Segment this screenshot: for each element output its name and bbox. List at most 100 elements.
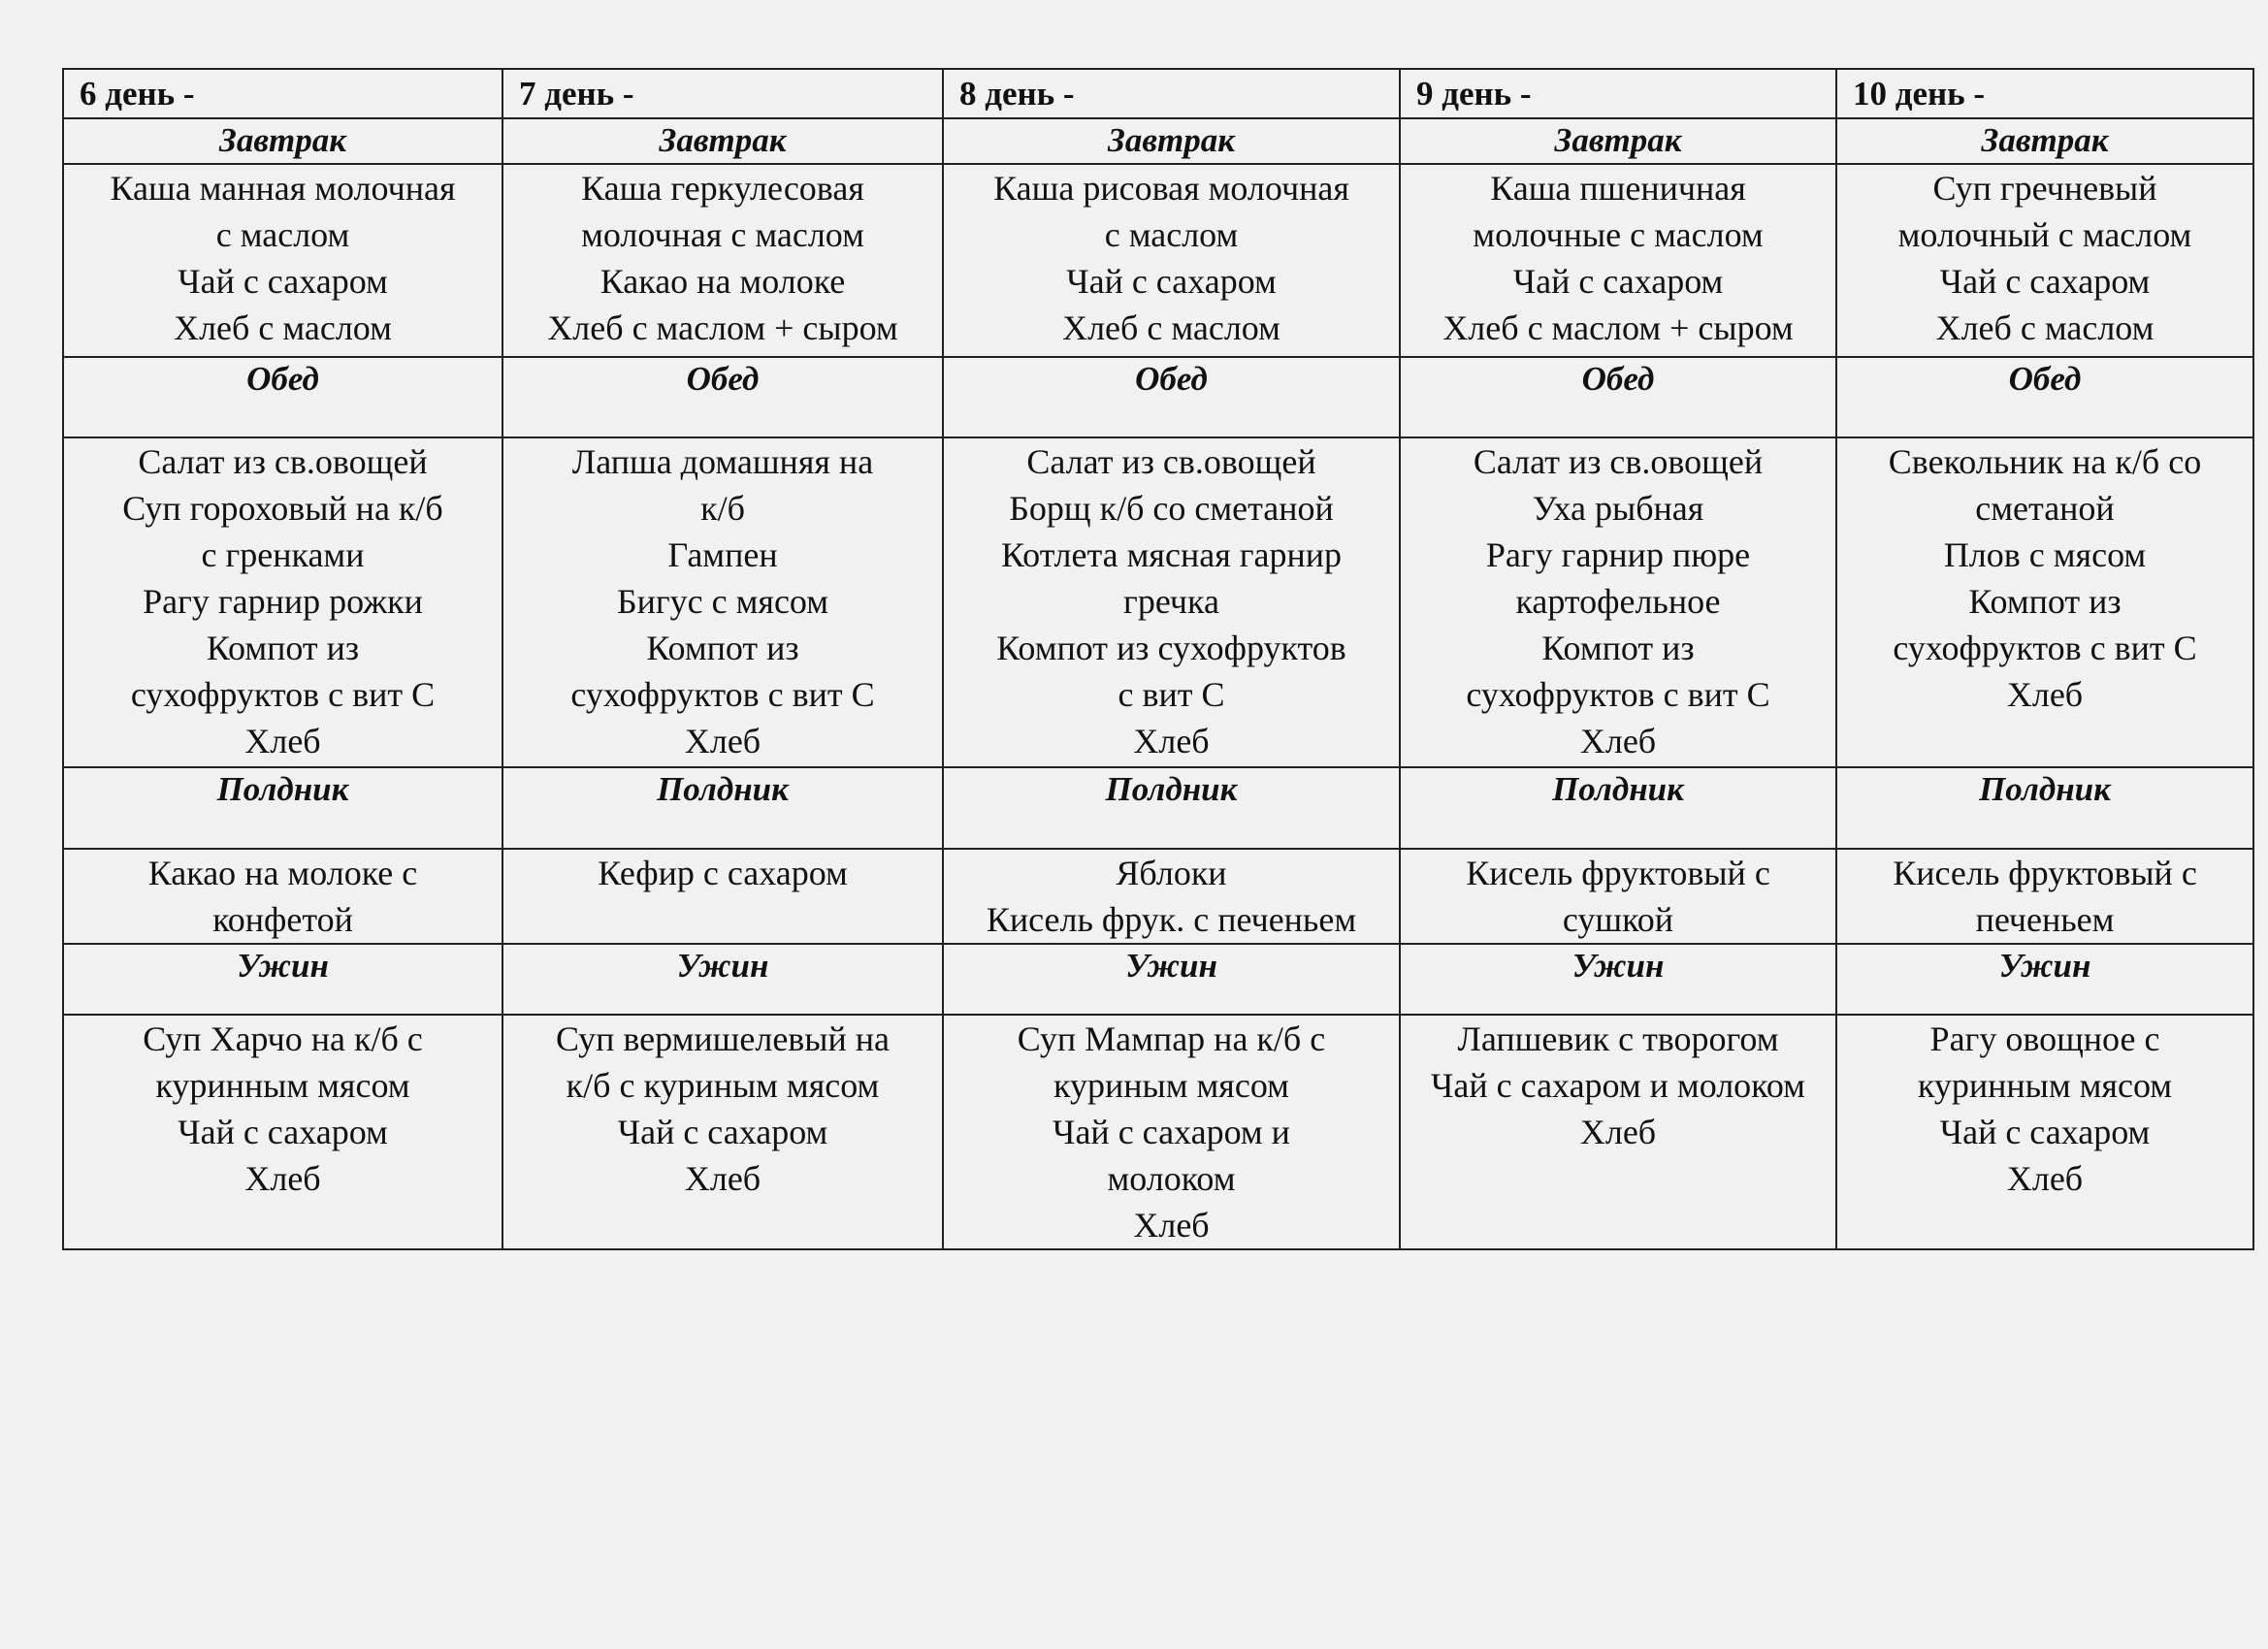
day-title: 7 день - xyxy=(502,68,944,119)
menu-item-line: молоком xyxy=(1107,1159,1236,1198)
menu-item-line: Каша геркулесовая xyxy=(581,169,864,208)
menu-item-line: Суп Харчо на к/б с xyxy=(143,1019,423,1058)
dinner-items: Суп вермишелевый на к/б с куриным мясом Ча… xyxy=(502,1014,944,1250)
menu-item-line: Суп Мампар на к/б с xyxy=(1017,1019,1326,1058)
dinner-heading: Ужин xyxy=(62,943,503,1016)
lunch-items: Салат из св.овощей Борщ к/б со сметаной Ко… xyxy=(942,436,1401,768)
breakfast-heading: Завтрак xyxy=(942,117,1401,165)
lunch-row: Обед Обед Обед Обед Обед xyxy=(62,356,2254,438)
breakfast-heading: Завтрак xyxy=(502,117,944,165)
menu-item-line: Рагу овощное с xyxy=(1929,1019,2160,1058)
breakfast-items: Каша геркулесовая молочная с маслом Какао … xyxy=(502,163,944,358)
menu-item-line: Хлеб xyxy=(244,722,321,760)
snack-items: Кисель фруктовый с печеньем xyxy=(1835,848,2254,945)
snack-items: Кисель фруктовый с сушкой xyxy=(1399,848,1837,945)
menu-item-line: Компот из xyxy=(206,629,360,667)
menu-item-line: Борщ к/б со сметаной xyxy=(1009,489,1334,528)
menu-item-line: Компот из xyxy=(1541,629,1695,667)
menu-item-line: куринным мясом xyxy=(1917,1066,2173,1105)
menu-item-line: Чай с сахаром xyxy=(178,1113,388,1151)
menu-item-line: молочная с маслом xyxy=(581,215,864,254)
menu-item-line: Котлета мясная гарнир xyxy=(1000,535,1343,574)
menu-item-line: Лапша домашняя на xyxy=(571,442,874,481)
menu-item-line: куриным мясом xyxy=(1053,1066,1289,1105)
breakfast-heading: Завтрак xyxy=(62,117,503,165)
menu-item-line: картофельное xyxy=(1515,582,1721,621)
menu-item-line: Каша манная молочная xyxy=(110,169,456,208)
menu-item-line: Хлеб xyxy=(684,1159,761,1198)
menu-item-line: Хлеб xyxy=(2006,675,2084,714)
menu-item-line: Чай с сахаром xyxy=(617,1113,828,1151)
menu-item-line: Хлеб xyxy=(1579,1113,1657,1151)
menu-item-line: Бигус с мясом xyxy=(616,582,829,621)
menu-item-line: Хлеб xyxy=(1133,1206,1210,1245)
menu-item-line: Компот из xyxy=(646,629,799,667)
breakfast-heading: Завтрак xyxy=(1835,117,2254,165)
snack-items: Кефир с сахаром xyxy=(502,848,944,945)
menu-item-line: Плов с мясом xyxy=(1943,535,2147,574)
menu-item-line: с маслом xyxy=(1104,215,1239,254)
menu-item-line: Суп вермишелевый на xyxy=(556,1019,890,1058)
snack-row: Полдник Полдник Полдник Полдник Полдник xyxy=(62,766,2254,850)
dinner-heading: Ужин xyxy=(502,943,944,1016)
menu-item-line: Чай с сахаром xyxy=(1066,262,1277,301)
menu-item-line: Кисель фрук. с печеньем xyxy=(986,900,1357,939)
menu-item-line: молочный с маслом xyxy=(1897,215,2192,254)
menu-item-line: Суп гречневый xyxy=(1932,169,2157,208)
breakfast-items: Суп гречневый молочный с маслом Чай с саха… xyxy=(1835,163,2254,358)
menu-item-line: сухофруктов с вит С xyxy=(1893,629,2197,667)
dinner-items: Суп Харчо на к/б с куринным мясом Чай с са… xyxy=(62,1014,503,1250)
menu-item-line: с маслом xyxy=(215,215,350,254)
menu-item-line: Чай с сахаром xyxy=(1939,1113,2151,1151)
menu-item-line: Чай с сахаром xyxy=(178,262,388,301)
breakfast-items: Каша манная молочная с маслом Чай с сахаро… xyxy=(62,163,503,358)
lunch-items: Лапша домашняя на к/б Гампен Бигус с мясом К… xyxy=(502,436,944,768)
menu-item-line: Хлеб с маслом xyxy=(1935,308,2155,347)
lunch-heading: Обед xyxy=(62,356,503,438)
menu-item-line: сметаной xyxy=(1975,489,2115,528)
day-title: 9 день - xyxy=(1399,68,1837,119)
breakfast-heading: Завтрак xyxy=(1399,117,1837,165)
menu-item-line: конфетой xyxy=(212,900,353,939)
menu-item-line: Суп гороховый на к/б xyxy=(122,489,443,528)
menu-item-line: Компот из сухофруктов xyxy=(996,629,1346,667)
menu-item-line: Каша пшеничная xyxy=(1490,169,1746,208)
breakfast-row: Завтрак Завтрак Завтрак Завтрак Завтрак xyxy=(62,117,2254,165)
snack-heading: Полдник xyxy=(942,766,1401,850)
menu-item-line: Хлеб с маслом + сыром xyxy=(1442,308,1794,347)
menu-item-line: Лапшевик с творогом xyxy=(1457,1019,1779,1058)
menu-item-line: гречка xyxy=(1123,582,1219,621)
snack-row: Какао на молоке с конфетой Кефир с сахаром… xyxy=(62,848,2254,945)
menu-item-line: Хлеб с маслом xyxy=(1062,308,1280,347)
snack-items: Яблоки Кисель фрук. с печеньем xyxy=(942,848,1401,945)
menu-item-line: Салат из св.овощей xyxy=(1026,442,1316,481)
lunch-items: Салат из св.овощей Уха рыбная Рагу гарнир … xyxy=(1399,436,1837,768)
menu-item-line: Хлеб с маслом xyxy=(174,308,392,347)
menu-item-line: Кефир с сахаром xyxy=(598,854,848,892)
menu-item-line: Хлеб с маслом + сыром xyxy=(547,308,898,347)
lunch-heading: Обед xyxy=(942,356,1401,438)
menu-item-line: Компот из xyxy=(1968,582,2122,621)
dinner-heading: Ужин xyxy=(1835,943,2254,1016)
day-title: 10 день - xyxy=(1835,68,2254,119)
menu-item-line: Чай с сахаром и молоком xyxy=(1431,1066,1805,1105)
breakfast-items: Каша пшеничная молочные с маслом Чай с сах… xyxy=(1399,163,1837,358)
dinner-items: Суп Мампар на к/б с куриным мясом Чай с са… xyxy=(942,1014,1401,1250)
dinner-heading: Ужин xyxy=(942,943,1401,1016)
menu-item-line: к/б xyxy=(700,489,745,528)
menu-item-line: Чай с сахаром и xyxy=(1053,1113,1290,1151)
menu-item-line: Хлеб xyxy=(1133,722,1210,760)
menu-item-line: Хлеб xyxy=(2006,1159,2084,1198)
menu-item-line: Салат из св.овощей xyxy=(138,442,428,481)
menu-item-line: Яблоки xyxy=(1116,854,1227,892)
menu-item-line: Рагу гарнир пюре xyxy=(1485,535,1751,574)
dinner-row: Суп Харчо на к/б с куринным мясом Чай с са… xyxy=(62,1014,2254,1250)
menu-item-line: Хлеб xyxy=(1579,722,1657,760)
day-row: 6 день -7 день -8 день -9 день -10 день … xyxy=(62,68,2254,119)
snack-heading: Полдник xyxy=(1399,766,1837,850)
menu-item-line: молочные с маслом xyxy=(1473,215,1764,254)
menu-item-line: сушкой xyxy=(1562,900,1674,939)
snack-heading: Полдник xyxy=(62,766,503,850)
menu-item-line: Каша рисовая молочная xyxy=(993,169,1349,208)
breakfast-row: Каша манная молочная с маслом Чай с сахаро… xyxy=(62,163,2254,358)
